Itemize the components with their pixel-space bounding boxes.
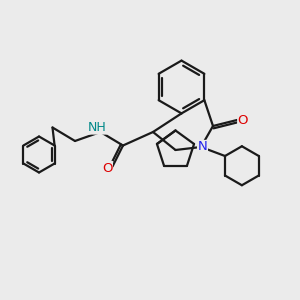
Text: N: N [198, 140, 207, 154]
Text: O: O [238, 113, 248, 127]
Text: O: O [102, 161, 112, 175]
Text: NH: NH [88, 121, 107, 134]
